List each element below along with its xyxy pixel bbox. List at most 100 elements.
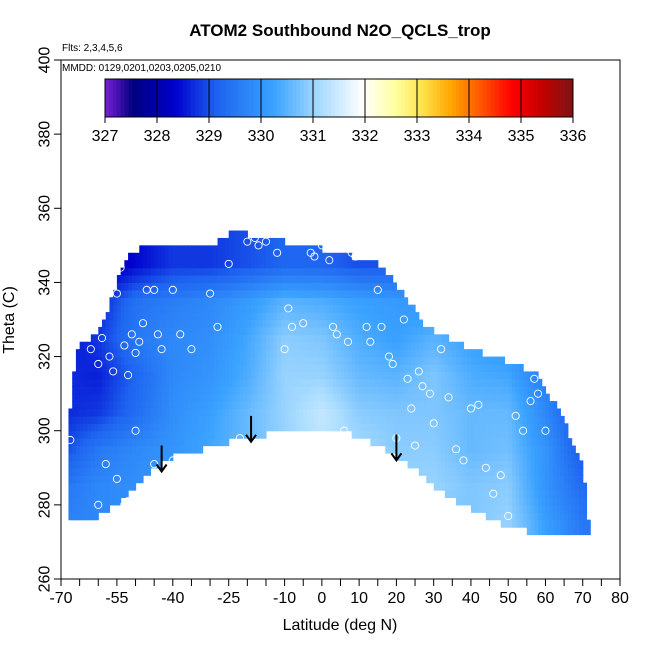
field-cell xyxy=(288,326,293,335)
field-cell xyxy=(157,304,163,313)
field-cell xyxy=(116,408,122,417)
field-cell xyxy=(198,371,204,380)
field-cell xyxy=(172,260,178,269)
field-cell xyxy=(355,312,360,321)
field-cell xyxy=(489,460,494,469)
field-cell xyxy=(191,438,196,447)
field-cell xyxy=(228,252,234,261)
field-cell xyxy=(157,401,163,410)
field-cell xyxy=(374,378,379,387)
field-cell xyxy=(172,267,178,276)
field-cell xyxy=(299,363,304,372)
colorbar-segment xyxy=(190,79,196,117)
field-cell xyxy=(150,445,155,454)
obs-point xyxy=(489,489,498,498)
field-cell xyxy=(183,349,189,358)
field-cell xyxy=(165,334,170,343)
field-cell xyxy=(467,445,472,454)
field-cell xyxy=(72,490,77,499)
field-cell xyxy=(556,445,561,454)
field-cell xyxy=(236,275,241,284)
field-cell xyxy=(366,430,371,439)
field-cell xyxy=(489,482,494,491)
field-cell xyxy=(98,482,103,491)
field-cell xyxy=(511,401,517,410)
field-cell xyxy=(265,356,271,365)
field-cell xyxy=(251,430,256,439)
field-cell xyxy=(157,282,163,291)
field-cell xyxy=(564,452,569,461)
field-cell xyxy=(504,386,509,395)
field-cell xyxy=(295,334,301,343)
field-cell xyxy=(284,386,289,395)
field-cell xyxy=(254,363,260,372)
field-cell xyxy=(206,363,211,372)
field-cell xyxy=(441,356,446,365)
field-cell xyxy=(172,438,178,447)
field-cell xyxy=(258,378,263,387)
field-cell xyxy=(128,430,133,439)
field-cell xyxy=(113,312,118,321)
field-cell xyxy=(508,452,513,461)
field-cell xyxy=(344,319,349,328)
field-cell xyxy=(400,371,405,380)
field-cell xyxy=(511,430,517,439)
field-cell xyxy=(124,282,129,291)
field-cell xyxy=(195,356,200,365)
field-cell xyxy=(534,527,539,536)
field-cell xyxy=(545,438,550,447)
field-cell xyxy=(113,415,118,424)
field-cell xyxy=(347,252,353,261)
field-cell xyxy=(422,438,427,447)
field-cell xyxy=(120,356,125,365)
field-cell xyxy=(511,490,517,499)
field-cell xyxy=(366,393,371,402)
field-cell xyxy=(541,386,547,395)
field-cell xyxy=(560,452,565,461)
field-cell xyxy=(83,356,88,365)
field-cell xyxy=(221,371,226,380)
field-cell xyxy=(306,260,312,269)
field-cell xyxy=(534,401,539,410)
field-cell xyxy=(161,297,166,306)
obs-point xyxy=(366,337,375,346)
field-cell xyxy=(452,386,457,395)
field-cell xyxy=(560,527,565,536)
field-cell xyxy=(142,438,148,447)
field-cell xyxy=(135,275,140,284)
field-cell xyxy=(303,349,308,358)
field-cell xyxy=(470,393,476,402)
field-cell xyxy=(355,349,360,358)
field-cell xyxy=(101,386,107,395)
field-cell xyxy=(523,393,528,402)
field-cell xyxy=(288,393,293,402)
field-cell xyxy=(128,252,133,261)
field-cell xyxy=(340,415,345,424)
field-cell xyxy=(463,378,468,387)
field-cell xyxy=(433,467,438,476)
field-cell xyxy=(385,378,390,387)
field-cell xyxy=(213,282,219,291)
field-cell xyxy=(135,386,140,395)
field-cell xyxy=(120,363,125,372)
field-cell xyxy=(105,341,111,350)
field-cell xyxy=(288,297,293,306)
field-cell xyxy=(504,467,509,476)
colorbar-segment xyxy=(565,79,570,117)
field-cell xyxy=(336,334,342,343)
field-cell xyxy=(221,423,226,432)
field-cell xyxy=(355,356,360,365)
field-cell xyxy=(388,326,394,335)
field-cell xyxy=(150,401,155,410)
field-cell xyxy=(87,349,92,358)
field-cell xyxy=(329,386,334,395)
field-cell xyxy=(314,371,319,380)
obs-point xyxy=(310,252,319,261)
colorbar-segment xyxy=(136,79,141,117)
field-cell xyxy=(519,460,524,469)
field-cell xyxy=(385,386,390,395)
field-cell xyxy=(407,341,412,350)
field-cell xyxy=(109,467,114,476)
obs-point xyxy=(410,441,420,450)
field-cell xyxy=(150,371,155,380)
